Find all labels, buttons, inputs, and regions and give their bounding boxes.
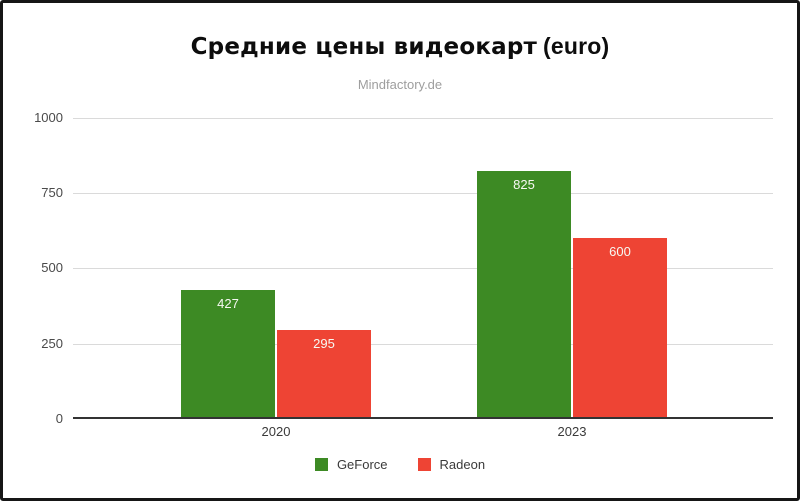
y-tick-label-0: 0 xyxy=(55,411,63,426)
chart-title-suffix: (euro) xyxy=(543,33,610,59)
legend-swatch-icon xyxy=(314,458,328,471)
bar-geforce-2020: 427 xyxy=(181,290,275,419)
legend-label: Radeon xyxy=(439,457,486,472)
bar-value-label: 600 xyxy=(609,244,631,259)
bar-chart-plot-area: 427 295 825 600 xyxy=(73,118,773,419)
chart-legend: GeForce Radeon xyxy=(3,457,797,472)
chart-title-main: Средние цены видеокарт xyxy=(190,34,538,60)
bar-radeon-2023: 600 xyxy=(573,238,667,419)
x-tick-label-2020: 2020 xyxy=(261,424,291,439)
gridline-250 xyxy=(73,344,773,345)
y-tick-label-250: 250 xyxy=(41,336,63,351)
gridline-1000 xyxy=(73,118,773,119)
bar-radeon-2020: 295 xyxy=(277,330,371,419)
y-tick-label-500: 500 xyxy=(41,260,63,275)
gridline-750 xyxy=(73,193,773,194)
x-tick-label-2023: 2023 xyxy=(557,424,587,439)
legend-item-radeon: Radeon xyxy=(417,457,486,472)
chart-subtitle: Mindfactory.de xyxy=(357,77,443,92)
y-tick-label-1000: 1000 xyxy=(34,110,63,125)
gridline-500 xyxy=(73,268,773,269)
bar-value-label: 825 xyxy=(513,177,535,192)
bar-value-label: 295 xyxy=(313,336,335,351)
legend-item-geforce: GeForce xyxy=(314,457,388,472)
bar-value-label: 427 xyxy=(217,296,239,311)
legend-label: GeForce xyxy=(336,457,388,472)
x-axis-baseline xyxy=(73,417,773,419)
bar-geforce-2023: 825 xyxy=(477,171,571,419)
chart-title: Средние цены видеокарт (euro) xyxy=(3,33,797,60)
legend-swatch-icon xyxy=(417,458,431,471)
y-tick-label-750: 750 xyxy=(41,185,63,200)
